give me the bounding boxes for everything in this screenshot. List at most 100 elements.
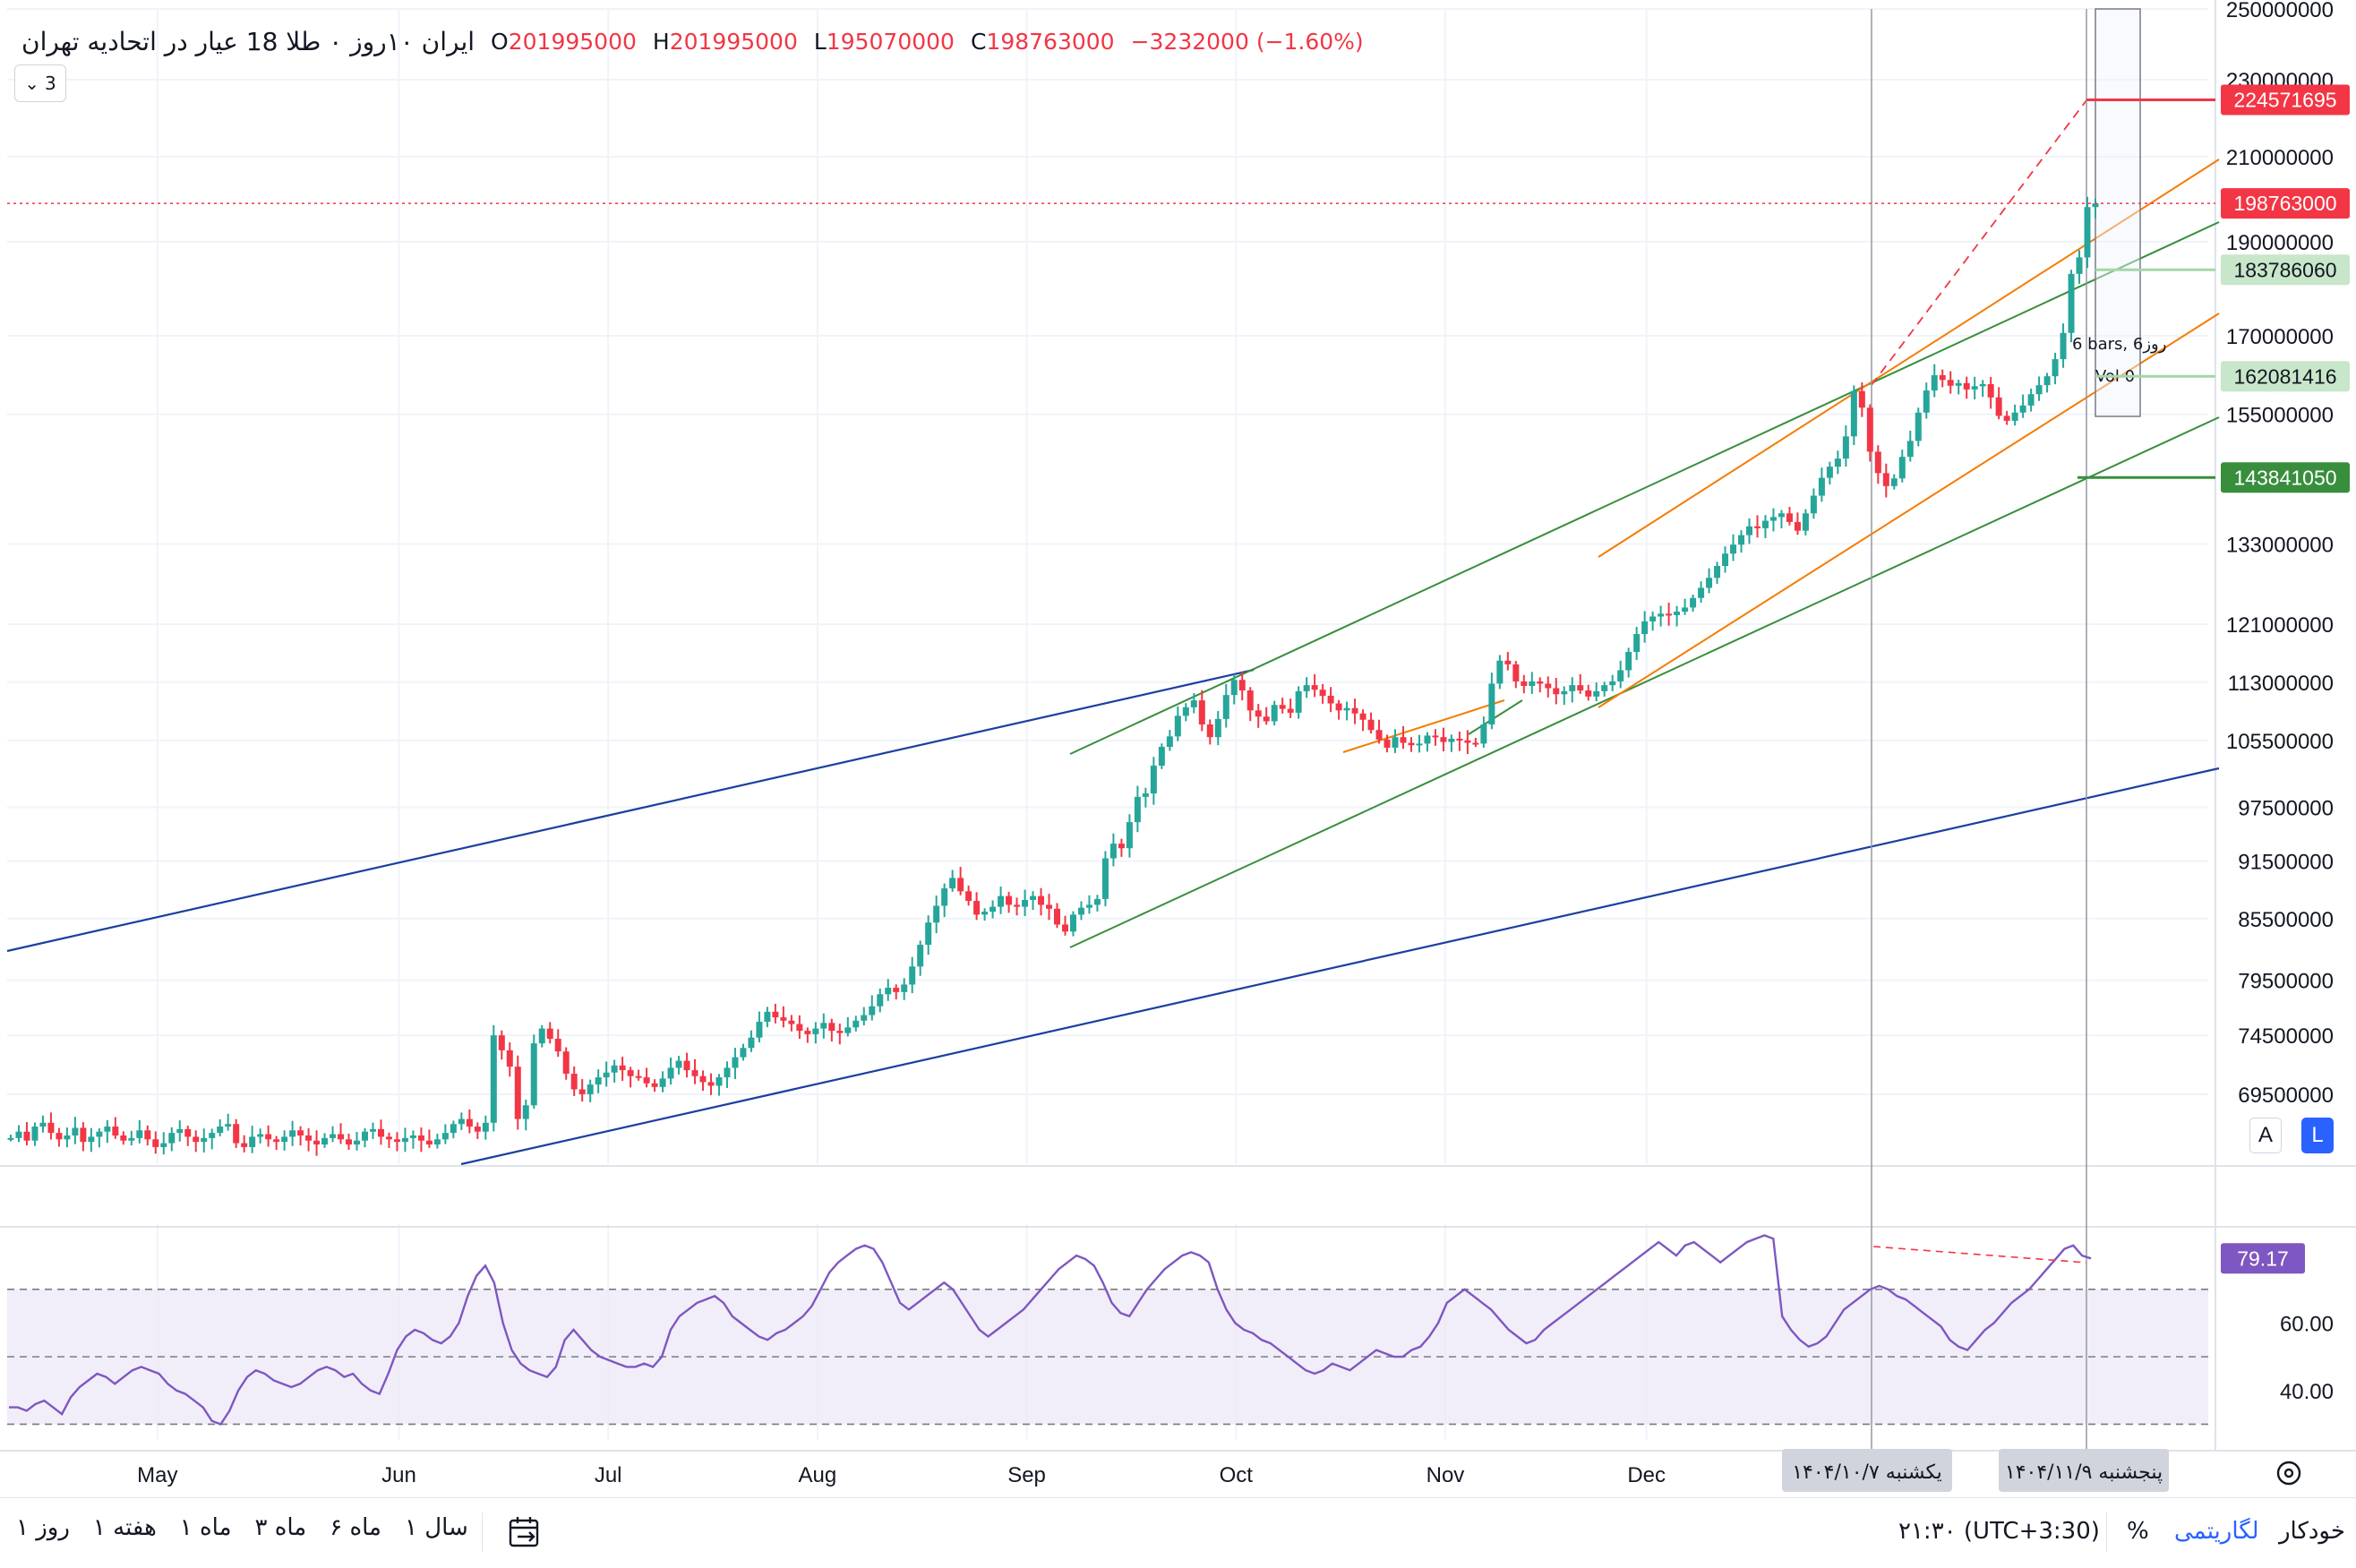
candle-body [724,1067,731,1078]
candle-body [64,1135,71,1140]
candle-body [1480,724,1487,744]
candle-body [80,1127,87,1143]
candle-body [1512,664,1520,681]
range-1d[interactable]: ۱ روز [16,1514,70,1541]
candle-body [241,1143,248,1147]
trend-line[interactable] [1598,159,2220,558]
price-axis[interactable]: 2500000002300000002100000001900000001700… [2221,0,2334,1404]
candle-body [450,1124,457,1134]
range-1w[interactable]: ۱ هفته [92,1514,157,1541]
candle-body [1553,688,1560,695]
candle-body [998,895,1005,907]
candle-body [675,1060,682,1068]
candle-body [990,906,997,913]
candle-body [1794,521,1801,531]
candle-body [1722,553,1729,567]
candle-body [1488,683,1495,725]
calendar-goto-icon[interactable] [507,1514,543,1550]
candle-body [1061,924,1068,932]
candle-body [1279,705,1286,709]
candle-body [1504,660,1512,664]
candle-body [1682,607,1689,613]
range-1m[interactable]: ۱ ماه [179,1514,232,1541]
candle-body [683,1060,690,1071]
date-badge [1999,1449,2169,1492]
indicators-toggle[interactable]: ⌄ 3 [14,64,66,102]
candle-body [490,1035,497,1123]
price-labels: 224571695 198763000 183786060 162081416 1438… [7,84,2350,493]
rsi-divergence-line[interactable] [1872,1246,2087,1264]
candle-body [1126,822,1133,849]
candle-body [732,1057,739,1068]
candle-body [1745,526,1752,536]
range-1y[interactable]: ۱ سال [404,1514,468,1541]
candle-body [1874,451,1881,474]
candle-body [1738,535,1745,545]
candle-body [1101,858,1109,899]
candle-body [707,1082,715,1086]
range-6m[interactable]: ۶ ماه [330,1514,381,1541]
candle-body [877,994,884,1007]
settings-icon[interactable] [2276,1461,2301,1486]
auto-scale-toggle[interactable]: خودکار [2279,1518,2345,1545]
candle-body [1674,612,1681,615]
high-value: 201995000 [669,28,798,55]
time-tick-label: Aug [799,1463,837,1487]
percent-scale-toggle[interactable]: % [2127,1518,2149,1545]
candle-body [901,984,908,992]
candle-body [128,1137,135,1141]
candle-body [265,1134,272,1140]
timezone-clock[interactable]: ۲۱:۳۰ (UTC+3:30) [1898,1518,2100,1545]
candle-body [1625,652,1632,671]
candle-body [1222,695,1229,719]
candle-body [377,1128,384,1137]
candle-body [1963,382,1970,390]
candle-body [1850,390,1857,437]
auto-scale-button[interactable]: A [2249,1118,2282,1153]
candle-body [209,1133,216,1138]
trend-line[interactable] [1069,416,2220,948]
candle-body [506,1050,513,1067]
trend-line[interactable] [1468,699,1523,735]
candle-body [748,1037,755,1049]
price-tick-label: 190000000 [2226,231,2334,255]
candle-body [201,1137,208,1143]
candle-body [651,1083,658,1087]
candle-body [152,1139,159,1147]
candle-body [1424,735,1431,744]
measure-box[interactable] [2095,8,2141,417]
time-axis[interactable]: May Jun Jul Aug Sep Oct Nov Dec یکشنبه ۱۴۰۴/۱۰/۷… [137,1449,2301,1492]
trend-line[interactable] [1598,313,2220,708]
candle-body [1971,386,1978,390]
projection-line[interactable] [1871,99,2087,386]
candle-body [587,1084,594,1094]
candle-body [1255,710,1262,717]
candle-body [1778,513,1785,518]
candle-body [852,1020,860,1028]
trend-line[interactable] [6,668,1255,953]
candle-body [933,905,940,923]
candle-body [96,1131,103,1137]
candle-body [1303,685,1310,691]
candle-body [1448,739,1455,742]
log-scale-button[interactable]: L [2301,1118,2334,1153]
trend-line[interactable] [460,767,2220,1166]
rsi-pane [9,1234,2092,1426]
candle-body [1030,895,1037,900]
candle-body [1311,685,1318,690]
log-scale-toggle[interactable]: لگاریتمی [2174,1518,2259,1545]
candle-body [804,1031,811,1034]
candle-body [1987,383,1994,398]
candle-body [1658,613,1665,617]
trend-line[interactable] [1342,699,1505,753]
price-tick-label: 97500000 [2238,796,2334,820]
range-3m[interactable]: ۳ ماه [254,1514,307,1541]
candle-body [788,1020,795,1024]
candle-body [1633,634,1641,653]
candle-body [338,1134,345,1140]
candle-body [1769,517,1777,521]
trend-line[interactable] [1069,221,2220,755]
time-tick-label: May [137,1463,177,1487]
